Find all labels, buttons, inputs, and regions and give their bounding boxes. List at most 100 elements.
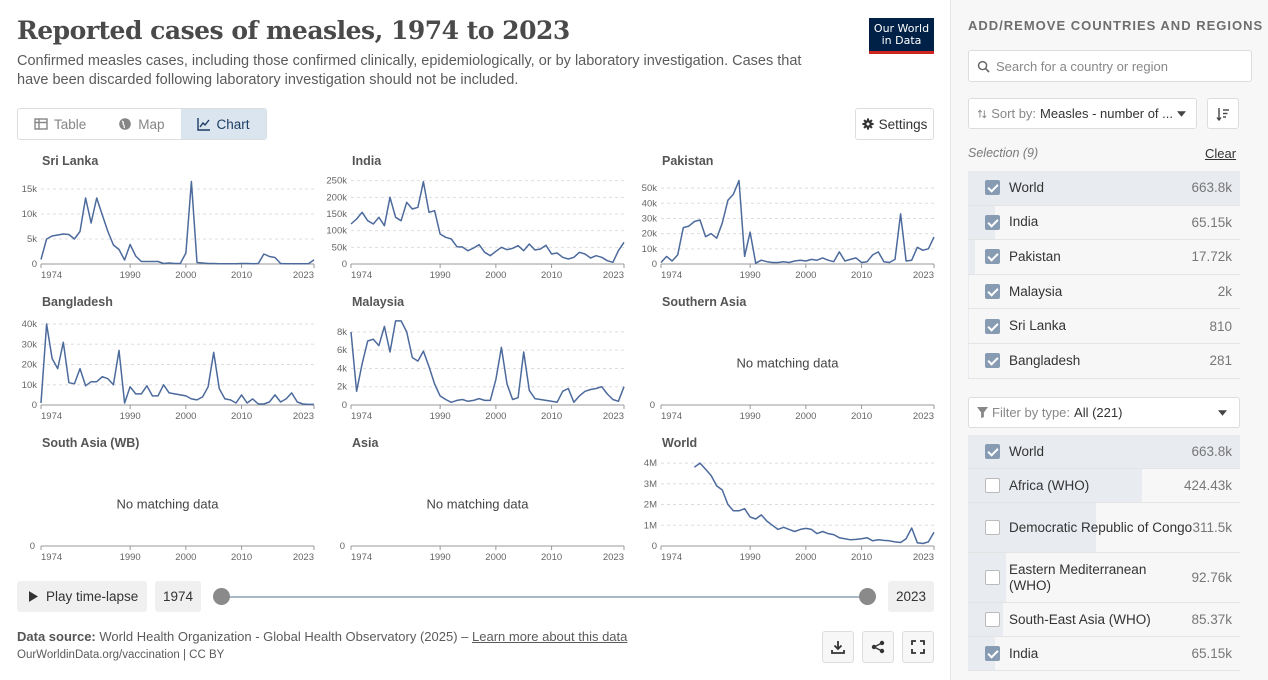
entity-name: India <box>1009 645 1039 661</box>
entity-value: 424.43k <box>1183 478 1232 493</box>
panel-title: Pakistan <box>662 154 713 168</box>
selected-list: World 663.8k India 65.15k Pakistan 17.72k Mala… <box>968 171 1240 379</box>
play-timelapse-button[interactable]: Play time-lapse <box>17 581 147 612</box>
filter-label: Filter by type: <box>992 405 1071 420</box>
entity-checkbox[interactable] <box>985 180 1000 196</box>
y-tick-label: 3M <box>644 479 657 490</box>
entity-checkbox[interactable] <box>985 249 1000 265</box>
y-tick-label: 20k <box>642 229 658 240</box>
y-tick-label: 100k <box>326 226 347 237</box>
no-data-message: No matching data <box>427 497 530 512</box>
tab-chart[interactable]: Chart <box>180 109 266 139</box>
clear-selection-link[interactable]: Clear <box>1205 146 1237 161</box>
entity-name: World <box>1009 443 1045 459</box>
entity-row[interactable]: Bangladesh 281 <box>968 343 1240 379</box>
chevron-down-icon <box>1177 110 1186 117</box>
end-year-box[interactable]: 2023 <box>888 581 934 612</box>
entity-value: 92.76k <box>1191 570 1232 585</box>
y-tick-label: 4M <box>644 458 657 469</box>
entity-row[interactable]: World 663.8k <box>968 435 1240 469</box>
x-tick-label: 1974 <box>41 552 62 563</box>
owid-logo[interactable]: Our World in Data <box>869 18 934 54</box>
entity-checkbox[interactable] <box>985 570 1000 585</box>
learn-more-link[interactable]: Learn more about this data <box>472 629 628 644</box>
download-button[interactable] <box>822 631 854 663</box>
tab-table[interactable]: Table <box>18 109 102 139</box>
timeline-track[interactable] <box>221 596 868 598</box>
x-tick-label: 1974 <box>41 411 62 422</box>
chart-panel: Southern Asia 1974 1990 2000 2010 2023 0 No mat… <box>650 295 935 422</box>
entity-checkbox[interactable] <box>985 444 1000 459</box>
x-tick-label: 2010 <box>231 270 252 281</box>
settings-button[interactable]: Settings <box>855 108 934 140</box>
entity-row[interactable]: World 663.8k <box>968 171 1240 206</box>
entity-row[interactable]: Eastern Mediterranean (WHO) 92.76k <box>968 553 1240 603</box>
view-tabs: Table Map Chart <box>17 108 267 140</box>
entity-row[interactable]: India 65.15k <box>968 205 1240 241</box>
y-tick-label: 0 <box>342 259 347 270</box>
x-tick-label: 2010 <box>851 552 872 563</box>
tab-map[interactable]: Map <box>102 109 180 139</box>
entity-row[interactable]: Sri Lanka 810 <box>968 309 1240 344</box>
filter-value: All (221) <box>1074 405 1123 420</box>
entity-value: 65.15k <box>1191 646 1232 661</box>
logo-line1: Our World <box>873 22 930 35</box>
fullscreen-button[interactable] <box>902 631 934 663</box>
entity-name: Eastern Mediterranean (WHO) <box>1009 561 1147 593</box>
entity-checkbox[interactable] <box>985 353 1000 369</box>
share-button[interactable] <box>862 631 894 663</box>
entity-checkbox[interactable] <box>985 520 1000 535</box>
entity-checkbox[interactable] <box>985 284 1000 300</box>
y-tick-label: 15k <box>22 184 38 195</box>
y-tick-label: 20k <box>22 360 38 371</box>
entity-checkbox[interactable] <box>985 214 1000 230</box>
panel-title: India <box>352 154 382 168</box>
entity-checkbox[interactable] <box>985 612 1000 627</box>
x-tick-label: 2010 <box>851 411 872 422</box>
entity-value: 663.8k <box>1191 444 1232 459</box>
entity-row[interactable]: Democratic Republic of Congo 311.5k <box>968 503 1240 553</box>
entity-value: 17.72k <box>1191 249 1232 265</box>
download-icon <box>831 641 845 654</box>
entity-row[interactable]: South-East Asia (WHO) 85.37k <box>968 603 1240 637</box>
entity-checkbox[interactable] <box>985 478 1000 493</box>
entity-row[interactable]: India 65.15k <box>968 637 1240 671</box>
y-tick-label: 0 <box>32 259 37 270</box>
entity-name: Africa (WHO) <box>1009 477 1090 493</box>
search-icon <box>977 60 990 73</box>
no-data-message: No matching data <box>117 497 220 512</box>
x-tick-label: 1990 <box>740 270 761 281</box>
entity-checkbox[interactable] <box>985 318 1000 334</box>
filter-select[interactable]: Filter by type: All (221) <box>968 397 1240 428</box>
search-input[interactable] <box>996 58 1236 74</box>
chart-panel: South Asia (WB) 1974 1990 2000 2010 2023 0 No m… <box>30 436 315 563</box>
entity-row[interactable]: Malaysia 2k <box>968 274 1240 310</box>
sort-select[interactable]: Sort by: Measles - number of ... <box>968 98 1197 129</box>
entity-row[interactable]: Africa (WHO) 424.43k <box>968 469 1240 503</box>
play-icon <box>29 591 38 602</box>
globe-icon <box>119 118 132 130</box>
timeline-start-handle[interactable] <box>213 588 230 605</box>
x-tick-label: 2000 <box>795 552 816 563</box>
x-tick-label: 1974 <box>351 411 372 422</box>
start-year-box[interactable]: 1974 <box>155 581 201 612</box>
y-tick-label: 0 <box>652 541 657 552</box>
y-tick-label: 40k <box>22 319 38 330</box>
entity-value: 65.15k <box>1191 214 1232 230</box>
entity-name: South-East Asia (WHO) <box>1009 611 1151 627</box>
entity-checkbox[interactable] <box>985 646 1000 661</box>
entity-name: Democratic Republic of Congo <box>1009 519 1193 535</box>
y-tick-label: 150k <box>326 209 347 220</box>
entity-value: 663.8k <box>1191 180 1232 196</box>
x-tick-label: 2010 <box>541 270 562 281</box>
chart-panel: Asia 1974 1990 2000 2010 2023 0 No matching dat… <box>340 436 625 563</box>
entity-row[interactable]: Pakistan 17.72k <box>968 240 1240 275</box>
series-line <box>40 180 315 265</box>
timeline-end-handle[interactable] <box>859 588 876 605</box>
sort-order-button[interactable] <box>1207 98 1239 129</box>
x-tick-label: 2023 <box>603 270 624 281</box>
x-tick-label: 2023 <box>293 411 314 422</box>
chart-subtitle: Confirmed measles cases, including those… <box>17 53 802 88</box>
entity-name: Malaysia <box>1009 283 1063 299</box>
y-tick-label: 0 <box>32 400 37 411</box>
